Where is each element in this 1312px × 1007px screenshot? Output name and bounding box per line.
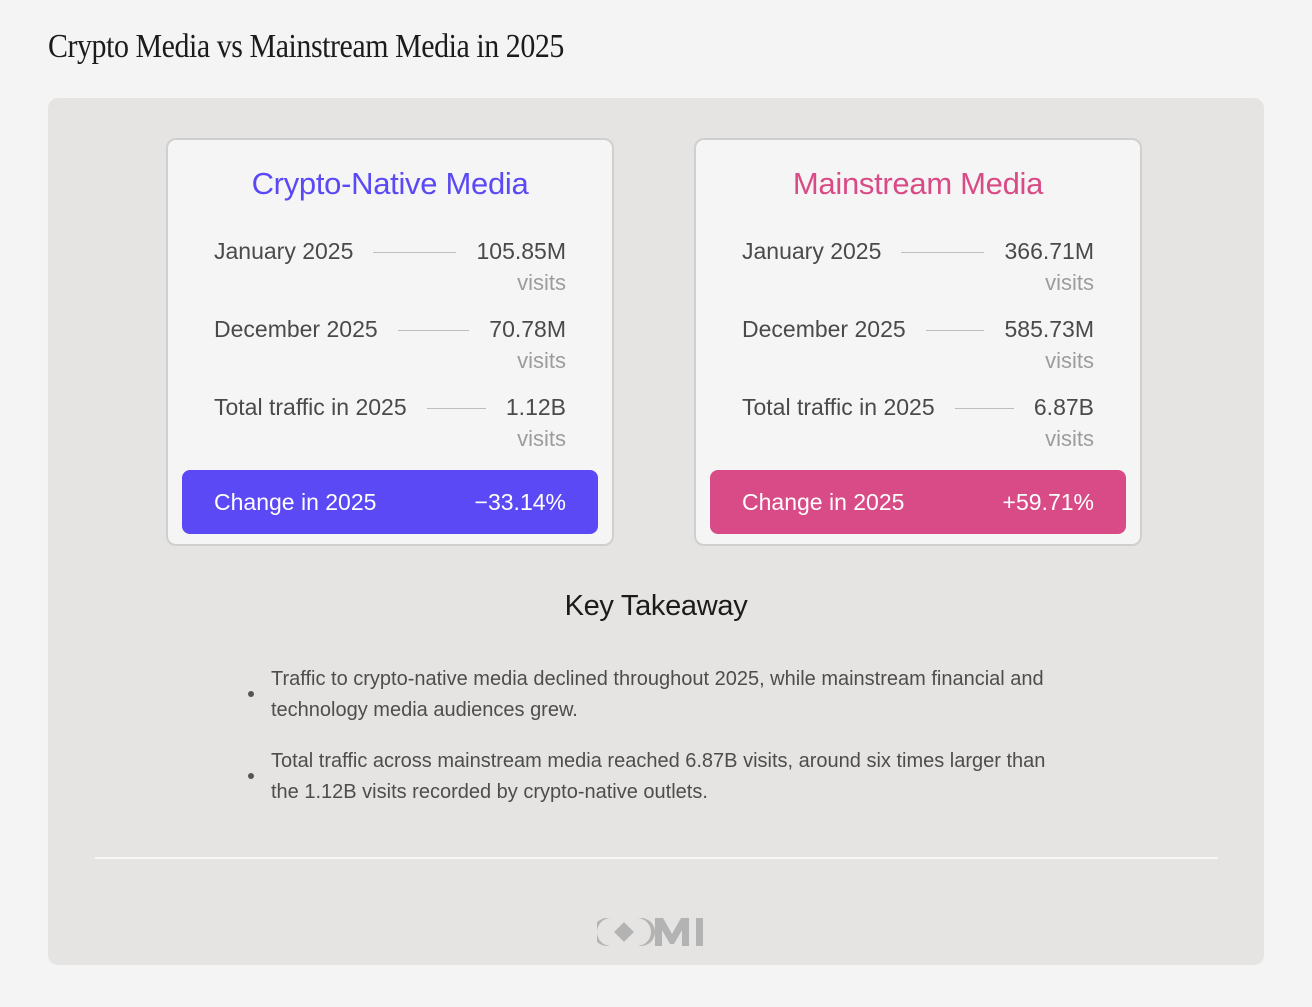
change-bar: Change in 2025 +59.71% [710, 470, 1126, 534]
change-label: Change in 2025 [214, 489, 377, 515]
omi-logo-icon [597, 918, 703, 946]
stat-row-january: January 2025 366.71M visits [742, 238, 1094, 298]
stat-value: 366.71M [984, 238, 1094, 265]
stat-row-december: December 2025 585.73M visits [742, 316, 1094, 376]
stat-label: Total traffic in 2025 [214, 394, 427, 421]
stat-unit: visits [517, 426, 566, 451]
stat-unit: visits [1045, 270, 1094, 295]
list-item-text: Traffic to crypto-native media declined … [271, 668, 1044, 721]
bullet-dot-icon [248, 773, 254, 779]
stat-label: January 2025 [742, 238, 902, 265]
list-item: Traffic to crypto-native media declined … [248, 664, 1068, 726]
page-title: Crypto Media vs Mainstream Media in 2025 [48, 28, 564, 65]
list-item: Total traffic across mainstream media re… [248, 746, 1068, 808]
stat-value: 585.73M [984, 316, 1094, 343]
stat-row-total: Total traffic in 2025 1.12B visits [214, 394, 566, 454]
card-title: Crypto-Native Media [251, 166, 529, 201]
takeaway-list: Traffic to crypto-native media declined … [248, 664, 1068, 828]
row-divider-line [742, 252, 1094, 253]
stat-value: 1.12B [485, 394, 566, 421]
footer-divider [95, 857, 1218, 859]
mainstream-media-card: Mainstream Media January 2025 366.71M vi… [694, 138, 1142, 546]
change-label: Change in 2025 [742, 489, 905, 515]
stat-value: 70.78M [469, 316, 566, 343]
stat-label: January 2025 [214, 238, 374, 265]
stat-row-january: January 2025 105.85M visits [214, 238, 566, 298]
change-bar: Change in 2025 −33.14% [182, 470, 598, 534]
stat-unit: visits [1045, 348, 1094, 373]
card-title: Mainstream Media [792, 166, 1044, 201]
row-divider-line [214, 252, 566, 253]
change-value: +59.71% [1002, 489, 1094, 515]
stat-value: 6.87B [1013, 394, 1094, 421]
stat-row-december: December 2025 70.78M visits [214, 316, 566, 376]
stat-row-total: Total traffic in 2025 6.87B visits [742, 394, 1094, 454]
list-item-text: Total traffic across mainstream media re… [271, 750, 1046, 803]
stat-label: December 2025 [742, 316, 926, 343]
stat-label: December 2025 [214, 316, 398, 343]
bullet-dot-icon [248, 691, 254, 697]
crypto-native-card: Crypto-Native Media January 2025 105.85M… [166, 138, 614, 546]
stat-unit: visits [1045, 426, 1094, 451]
stat-unit: visits [517, 270, 566, 295]
stat-label: Total traffic in 2025 [742, 394, 955, 421]
infographic-panel: Crypto-Native Media January 2025 105.85M… [48, 98, 1264, 965]
change-value: −33.14% [474, 489, 566, 515]
stat-value: 105.85M [456, 238, 566, 265]
key-takeaway-heading: Key Takeaway [564, 590, 748, 622]
stat-unit: visits [517, 348, 566, 373]
